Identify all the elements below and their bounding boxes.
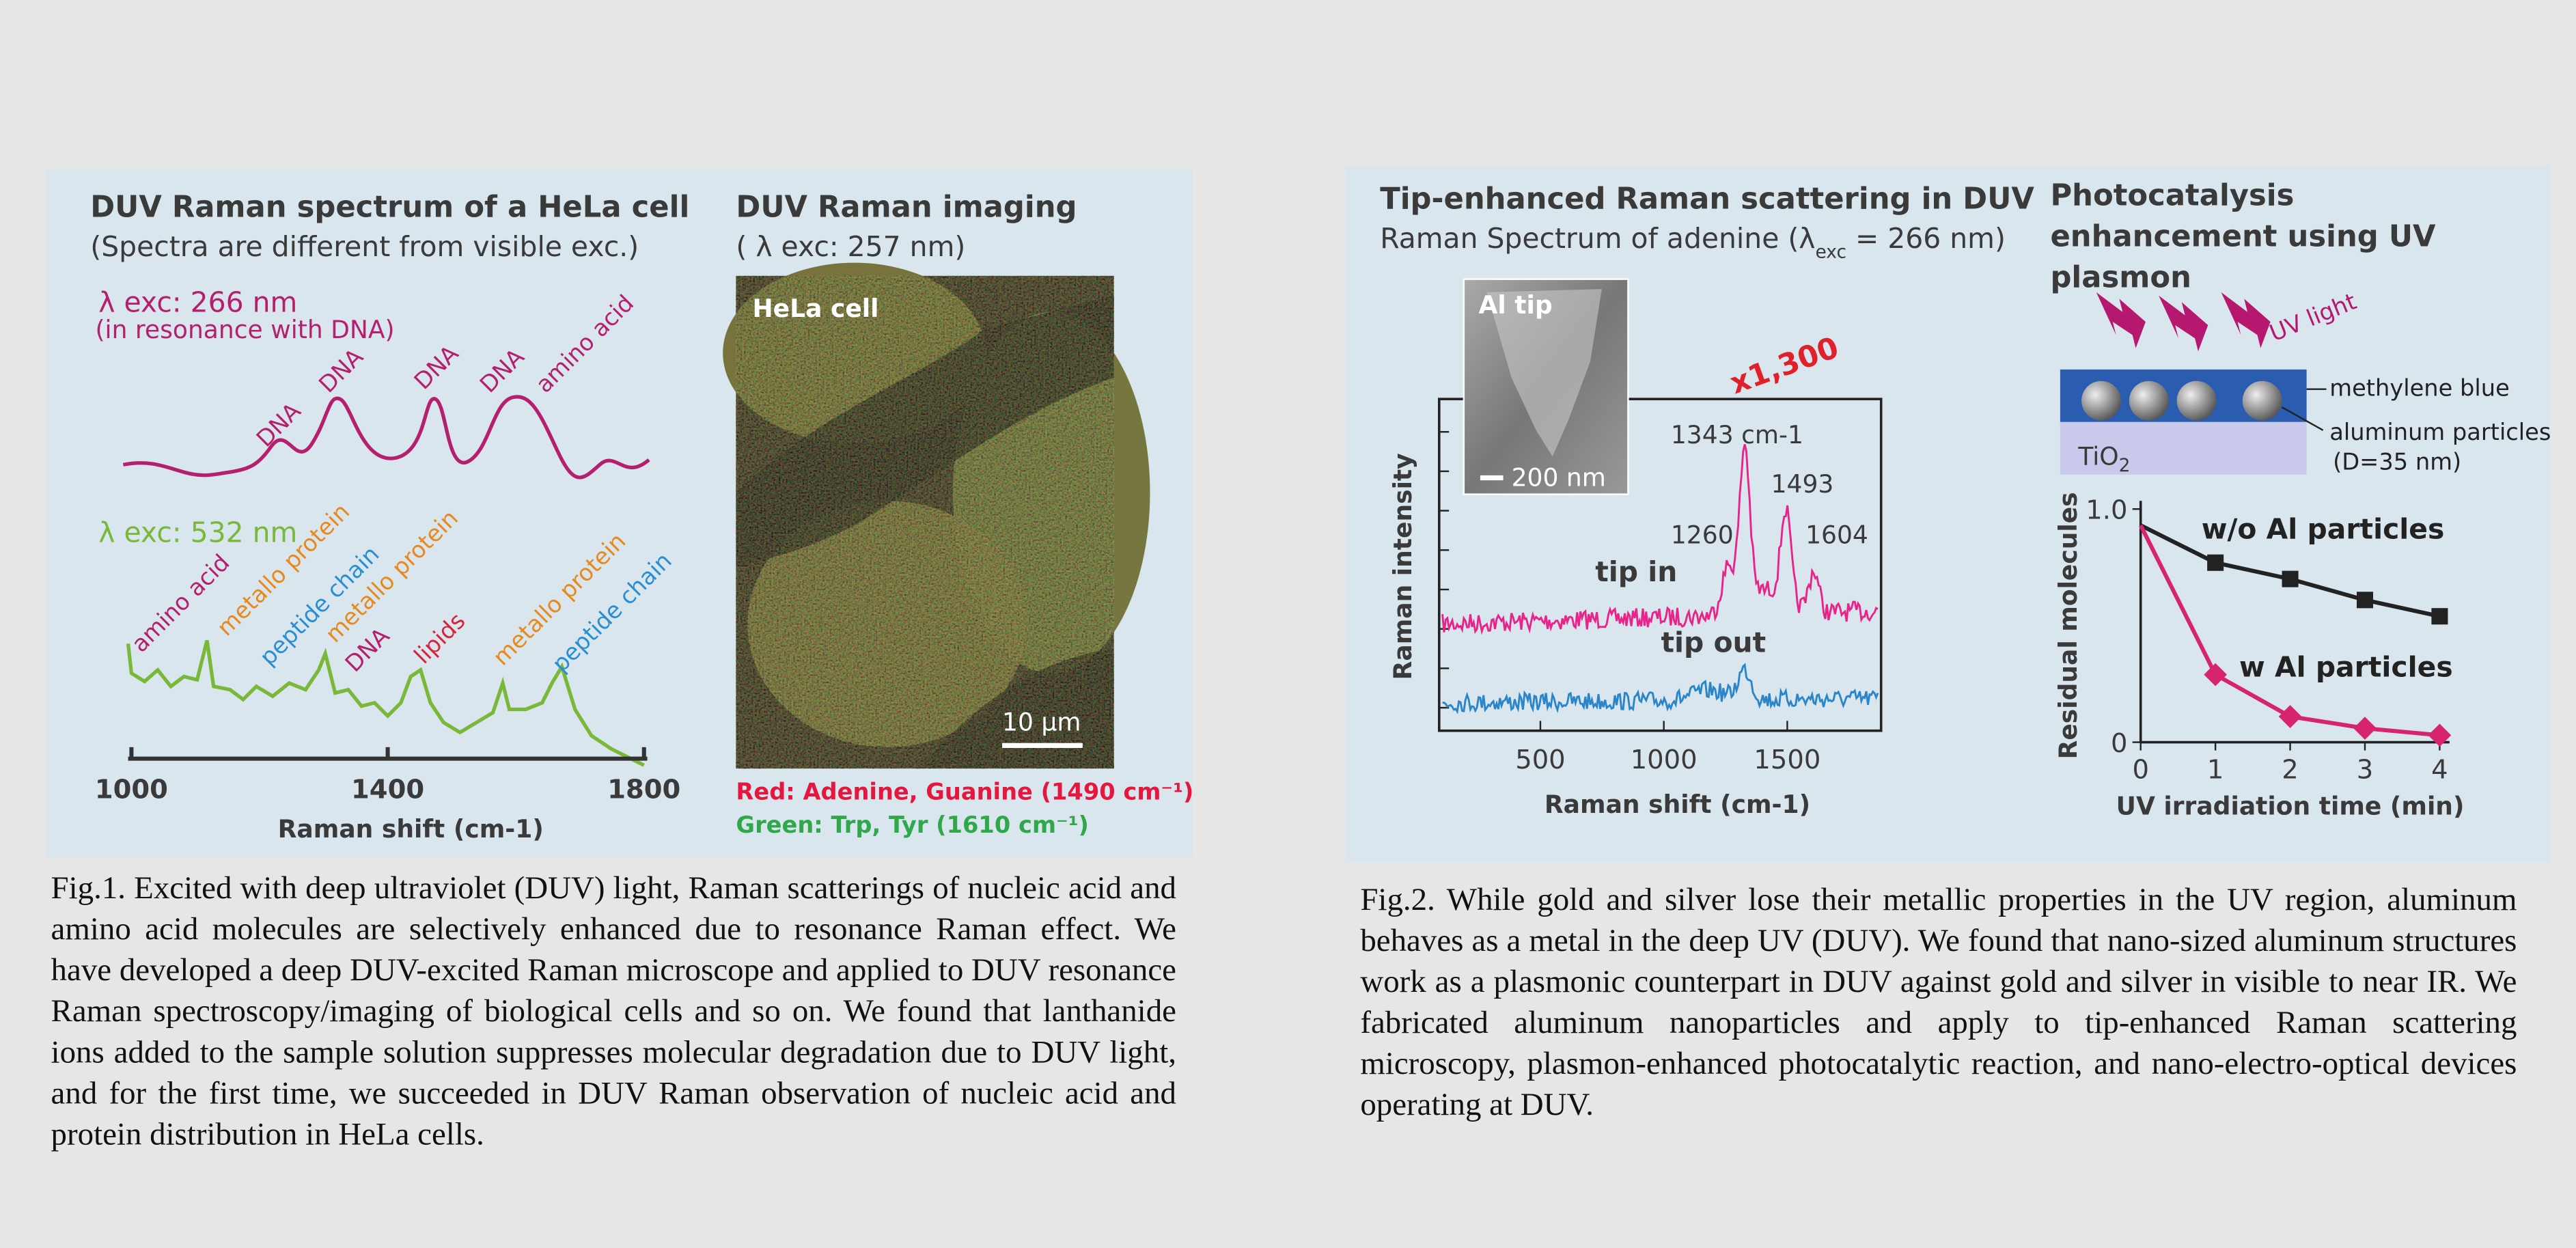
series-label: w/o Al particles (2202, 512, 2445, 545)
peak-label: 1604 (1805, 521, 1868, 550)
x-axis-label: UV irradiation time (min) (2116, 792, 2465, 820)
subtitle-part: = 266 nm) (1846, 222, 2006, 255)
x-tick-label: 1000 (1631, 745, 1698, 775)
formula: TiO (2077, 442, 2118, 471)
marker (2282, 570, 2299, 587)
peak-label: 1260 (1671, 521, 1734, 550)
x-tick-label: 1800 (607, 774, 680, 805)
scale-bar-label: 200 nm (1512, 464, 1606, 493)
spectrum-266 (122, 395, 650, 480)
subscript: exc (1815, 241, 1846, 262)
decay-chart: 0 1.0 0 1 2 3 4 UV irradiation time (min) Residu… (2054, 492, 2465, 820)
channel-label: Green: Trp, Tyr (1610 cm⁻¹) (736, 812, 1088, 838)
ters-plot: 500 1000 1500 (1439, 431, 1879, 775)
plot-frame (1437, 398, 1883, 732)
marker (2356, 592, 2374, 609)
panel-subtitle: ( λ exc: 257 nm) (736, 230, 965, 263)
tip-out-trace (1442, 663, 1879, 715)
panel-title: DUV Raman imaging (736, 190, 1077, 224)
peak-label: 1493 (1771, 470, 1834, 499)
marker (2431, 608, 2448, 625)
x-axis-label: Raman shift (cm-1) (278, 815, 544, 844)
particle-size: (D=35 nm) (2333, 449, 2461, 475)
subtitle-part: Raman Spectrum of adenine (λ (1380, 222, 1815, 255)
marker (2204, 663, 2227, 687)
x-tick-label: 1 (2207, 754, 2224, 785)
raman-image (723, 262, 1150, 769)
tip-shape (1486, 289, 1602, 457)
excitation-label: λ exc: 532 nm (98, 516, 297, 549)
caption: Fig.1. Excited with deep ultraviolet (DU… (51, 872, 1176, 1153)
panel-title: Photocatalysis enhancement using UV plas… (2050, 179, 2436, 296)
y-axis-label: Raman intensity (1389, 453, 1417, 680)
y-axis-label: Residual molecules (2054, 492, 2083, 759)
trace-label: tip in (1595, 555, 1677, 588)
x-axis-label: Raman shift (cm-1) (1545, 790, 1810, 819)
particle-label: aluminum particles (2329, 419, 2551, 445)
image-label: HeLa cell (752, 294, 878, 323)
subscript: 2 (2119, 455, 2131, 476)
x-ticks: 1000 1400 1800 (95, 747, 680, 805)
particles (2081, 380, 2282, 421)
series-label: w Al particles (2239, 650, 2453, 683)
y-tick-label: 0 (2111, 728, 2127, 759)
x-tick-label: 2 (2282, 754, 2298, 785)
panel-subtitle: (Spectra are different from visible exc.… (90, 230, 639, 263)
x-tick-label: 0 (2132, 754, 2148, 785)
inset-label: Al tip (1479, 291, 1553, 320)
substrate-layer (2060, 421, 2307, 475)
peak-label: 1343 cm-1 (1671, 421, 1803, 449)
excitation-label: λ exc: 266 nm (98, 286, 297, 319)
spectrum-532 (126, 639, 645, 767)
layer-label: methylene blue (2329, 374, 2510, 401)
leader (2281, 406, 2324, 431)
caption: Fig.2. While gold and silver lose their … (1360, 883, 2517, 1124)
x-tick-label: 3 (2357, 754, 2373, 785)
scale-bar-label: 10 μm (1002, 708, 1081, 737)
excitation-note: (in resonance with DNA) (95, 316, 394, 344)
panel-title: Tip-enhanced Raman scattering in DUV (1380, 182, 2034, 216)
x-tick-label: 1500 (1754, 745, 1820, 775)
channel-label: Red: Adenine, Guanine (1490 cm⁻¹) (736, 779, 1193, 805)
x-tick-label: 1400 (351, 774, 424, 805)
panel-subtitle: Raman Spectrum of adenine (λexc = 266 nm… (1380, 222, 2006, 262)
tip-in-trace (1441, 444, 1879, 635)
panel-title: DUV Raman spectrum of a HeLa cell (90, 190, 689, 224)
marker (2207, 554, 2224, 571)
marker (2353, 717, 2377, 740)
x-tick-label: 4 (2431, 754, 2448, 785)
x-tick-label: 1000 (95, 774, 168, 805)
substrate-label: TiO2 (2077, 442, 2130, 476)
marker (2278, 705, 2302, 728)
uv-bolts (2096, 292, 2271, 352)
x-tick-label: 500 (1515, 745, 1565, 775)
trace-label: tip out (1661, 626, 1766, 658)
y-tick-label: 1.0 (2086, 495, 2127, 526)
